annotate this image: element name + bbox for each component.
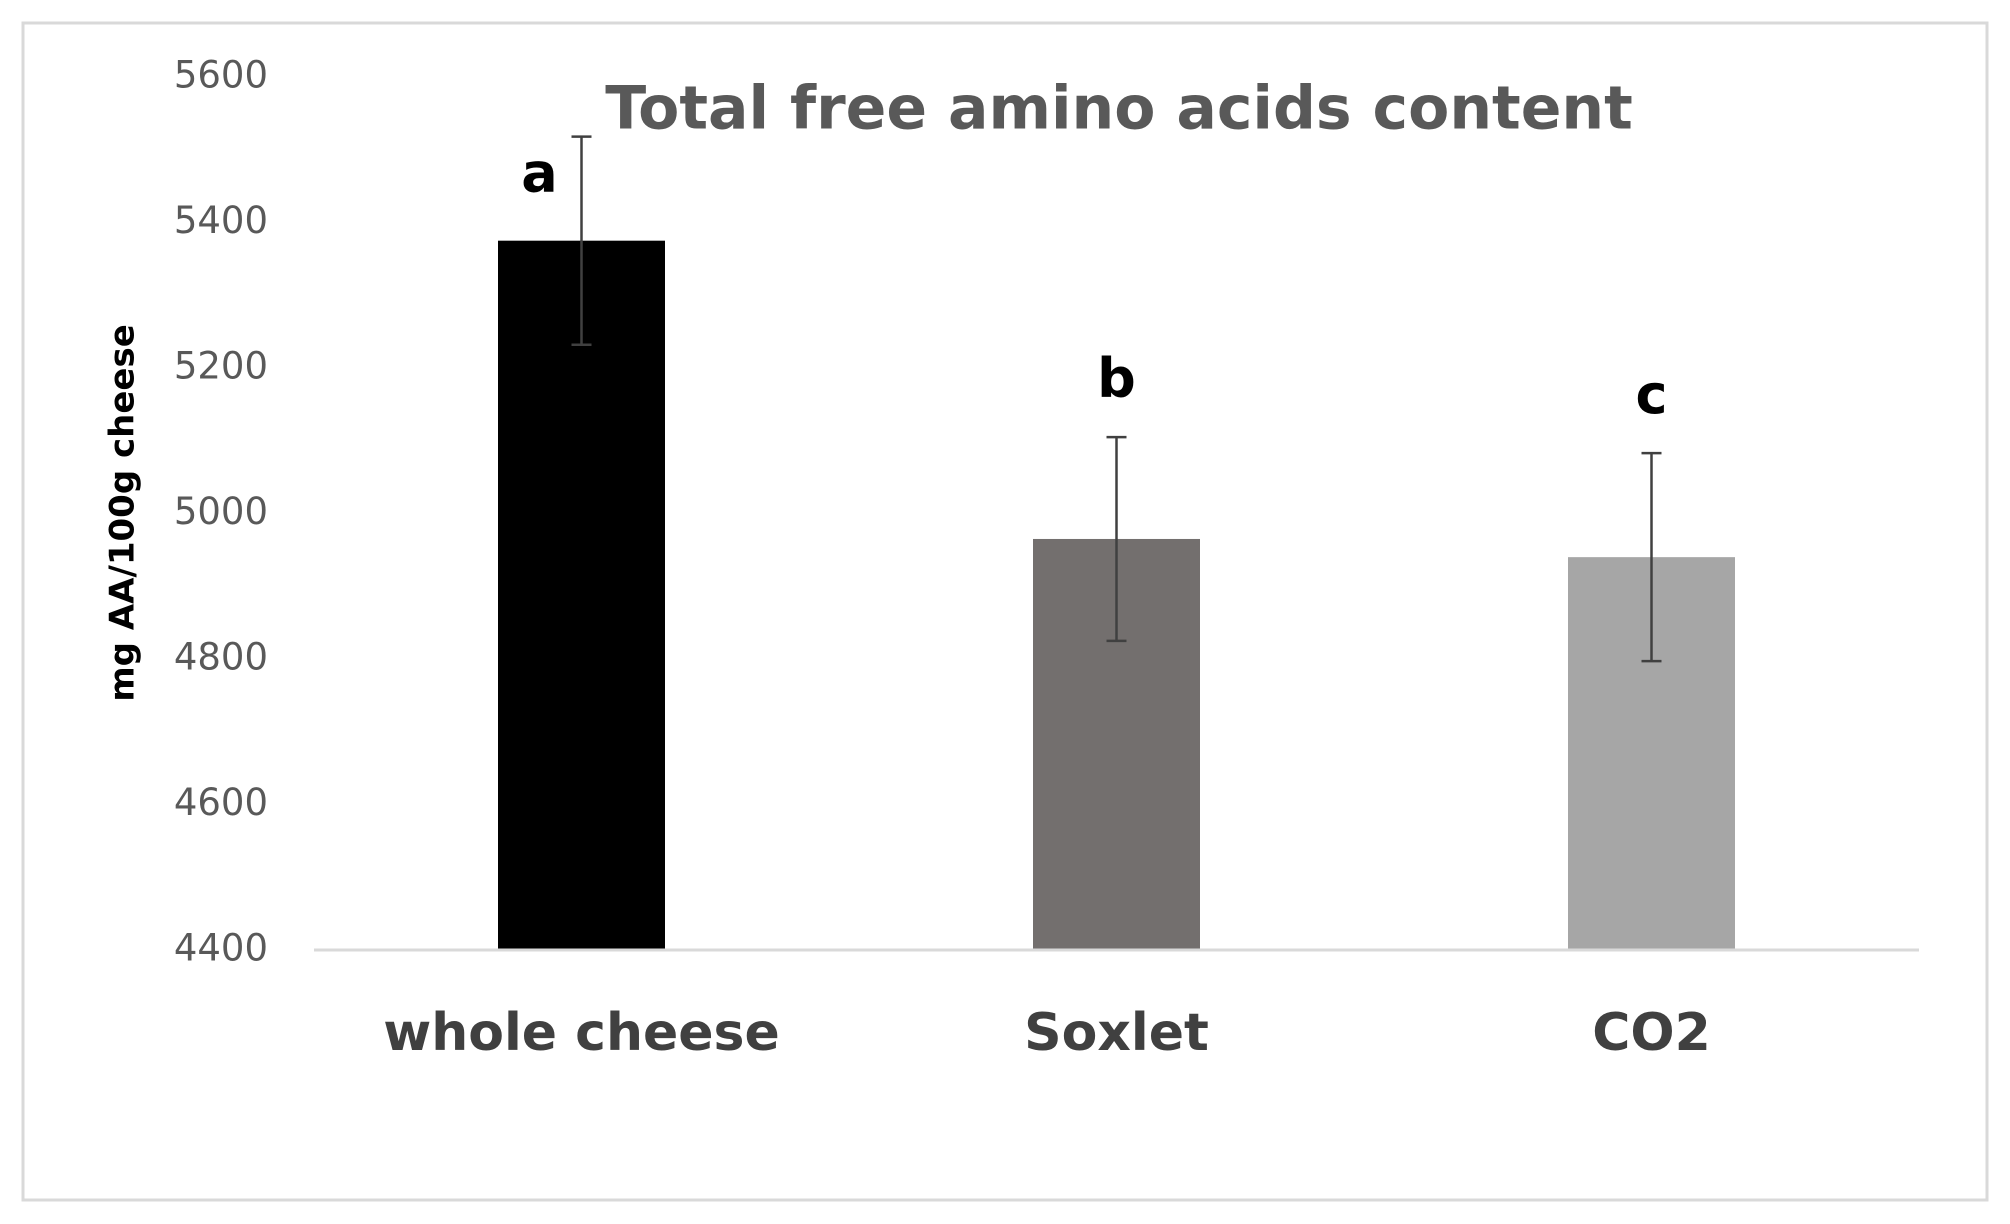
error-bar	[1641, 451, 1662, 663]
significance-letter: a	[521, 141, 557, 204]
y-tick-label: 4600	[174, 781, 268, 824]
y-tick-label: 5000	[174, 490, 268, 533]
y-tick-label: 5200	[174, 345, 268, 388]
error-bar	[1106, 435, 1127, 643]
y-tick-label: 5600	[174, 54, 268, 97]
y-tick-label: 4400	[174, 927, 268, 970]
y-axis-label: mg AA/100g cheese	[103, 324, 143, 702]
chart-title: Total free amino acids content	[605, 74, 1633, 144]
significance-letter: c	[1635, 363, 1667, 426]
error-bar	[571, 135, 592, 346]
x-tick-label: CO2	[1592, 1003, 1711, 1063]
x-tick-label: Soxlet	[1024, 1003, 1209, 1063]
significance-letter: b	[1097, 347, 1136, 410]
y-tick-label: 4800	[174, 636, 268, 679]
bar	[498, 240, 665, 950]
y-tick-label: 5400	[174, 199, 268, 242]
x-tick-label: whole cheese	[383, 1003, 780, 1063]
